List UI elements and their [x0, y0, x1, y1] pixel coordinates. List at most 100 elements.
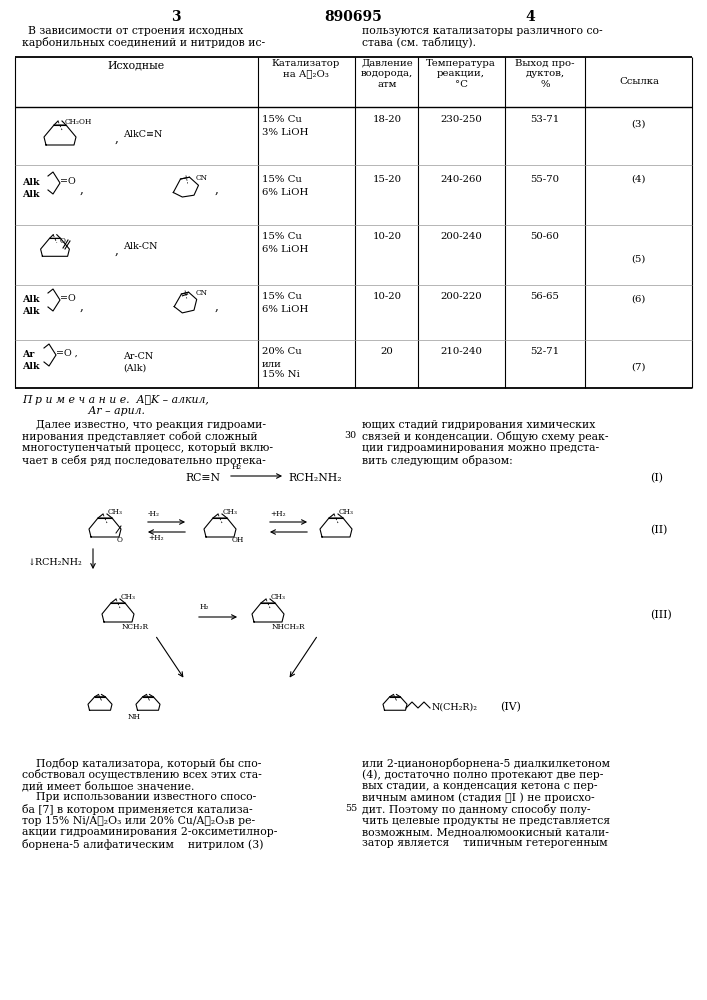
- Text: Alk: Alk: [22, 178, 40, 187]
- Text: 890695: 890695: [324, 10, 382, 24]
- Text: CH₃: CH₃: [339, 508, 354, 516]
- Text: =O ,: =O ,: [56, 349, 78, 358]
- Text: -H₂: -H₂: [148, 510, 160, 518]
- Text: Далее известно, что реакция гидроами-: Далее известно, что реакция гидроами-: [22, 420, 266, 430]
- Text: вых стадии, а конденсация кетона с пер-: вых стадии, а конденсация кетона с пер-: [362, 781, 597, 791]
- Text: (5): (5): [631, 255, 645, 264]
- Text: O: O: [117, 536, 123, 544]
- Text: NCH₂R: NCH₂R: [122, 623, 149, 631]
- Text: 52-71: 52-71: [530, 347, 559, 356]
- Text: 15% Cu: 15% Cu: [262, 175, 302, 184]
- Text: В зависимости от строения исходных: В зависимости от строения исходных: [28, 26, 243, 36]
- Text: (4): (4): [631, 175, 645, 184]
- Text: +H₂: +H₂: [148, 534, 163, 542]
- Text: Ссылка: Ссылка: [619, 77, 659, 86]
- Text: Alk: Alk: [22, 307, 40, 316]
- Text: 200-240: 200-240: [440, 232, 482, 241]
- Text: 15% Cu: 15% Cu: [262, 292, 302, 301]
- Text: акции гидроаминирования 2-оксиметилнор-: акции гидроаминирования 2-оксиметилнор-: [22, 827, 277, 837]
- Text: 10-20: 10-20: [373, 292, 402, 301]
- Text: ,: ,: [80, 183, 84, 196]
- Text: 240-260: 240-260: [440, 175, 482, 184]
- Text: 4: 4: [525, 10, 535, 24]
- Text: NH: NH: [128, 713, 141, 721]
- Text: CH₂OH: CH₂OH: [65, 118, 93, 126]
- Text: дий имеет большое значение.: дий имеет большое значение.: [22, 781, 194, 792]
- Text: или
15% Ni: или 15% Ni: [262, 360, 300, 379]
- Text: затор является    типичным гетерогенным: затор является типичным гетерогенным: [362, 838, 607, 848]
- Text: тор 15% Ni/Aℓ₂O₃ или 20% Cu/Aℓ₂O₃в ре-: тор 15% Ni/Aℓ₂O₃ или 20% Cu/Aℓ₂O₃в ре-: [22, 816, 255, 826]
- Text: OH: OH: [232, 536, 245, 544]
- Text: дит. Поэтому по данному способу полу-: дит. Поэтому по данному способу полу-: [362, 804, 590, 815]
- Text: CH₃: CH₃: [121, 593, 136, 601]
- Text: 20: 20: [380, 347, 393, 356]
- Text: N(CH₂R)₂: N(CH₂R)₂: [432, 703, 478, 712]
- Text: связей и конденсации. Общую схему реак-: связей и конденсации. Общую схему реак-: [362, 432, 609, 442]
- Text: 18-20: 18-20: [373, 115, 402, 124]
- Text: карбонильных соединений и нитридов ис-: карбонильных соединений и нитридов ис-: [22, 37, 265, 48]
- Text: CN: CN: [196, 174, 208, 182]
- Text: 15% Cu: 15% Cu: [262, 232, 302, 241]
- Text: (6): (6): [631, 295, 645, 304]
- Text: NHCH₂R: NHCH₂R: [272, 623, 305, 631]
- Text: Давление
водорода,
атм: Давление водорода, атм: [361, 59, 413, 89]
- Text: собствовал осуществлению всех этих ста-: собствовал осуществлению всех этих ста-: [22, 770, 262, 780]
- Text: 20% Cu: 20% Cu: [262, 347, 302, 356]
- Text: Выход про-
дуктов,
%: Выход про- дуктов, %: [515, 59, 575, 89]
- Text: возможным. Медноалюмоокисный катали-: возможным. Медноалюмоокисный катали-: [362, 827, 609, 837]
- Text: 230-250: 230-250: [440, 115, 482, 124]
- Text: ↓RCH₂NH₂: ↓RCH₂NH₂: [28, 558, 83, 567]
- Text: (I): (I): [650, 473, 663, 483]
- Text: П р и м е ч а н и е.  AℓK – алкил,: П р и м е ч а н и е. AℓK – алкил,: [22, 395, 209, 405]
- Text: CH₃: CH₃: [271, 593, 286, 601]
- Text: (Alk): (Alk): [123, 364, 146, 373]
- Text: ,: ,: [115, 244, 119, 257]
- Text: 6% LiOH: 6% LiOH: [262, 188, 308, 197]
- Text: Исходные: Исходные: [107, 60, 165, 70]
- Text: 6% LiOH: 6% LiOH: [262, 305, 308, 314]
- Text: 6% LiOH: 6% LiOH: [262, 245, 308, 254]
- Text: ющих стадий гидрирования химических: ющих стадий гидрирования химических: [362, 420, 595, 430]
- Text: AlkC≡N: AlkC≡N: [123, 130, 163, 139]
- Text: Ar – арил.: Ar – арил.: [22, 406, 145, 416]
- Text: =O: =O: [60, 294, 76, 303]
- Text: 55: 55: [345, 804, 357, 813]
- Text: Ar-CN: Ar-CN: [123, 352, 153, 361]
- Text: чить целевые продукты не представляется: чить целевые продукты не представляется: [362, 816, 610, 826]
- Text: RC≡N: RC≡N: [185, 473, 220, 483]
- Text: Alk-CN: Alk-CN: [123, 242, 158, 251]
- Text: вить следующим образом:: вить следующим образом:: [362, 454, 513, 466]
- Text: При использовании известного спосо-: При использовании известного спосо-: [22, 792, 256, 802]
- Text: 55-70: 55-70: [530, 175, 559, 184]
- Text: ,: ,: [215, 300, 219, 313]
- Text: ,: ,: [115, 132, 119, 145]
- Text: ба [7] в котором применяется катализа-: ба [7] в котором применяется катализа-: [22, 804, 252, 815]
- Text: (3): (3): [631, 120, 645, 129]
- Text: CN: CN: [196, 289, 208, 297]
- Text: =O: =O: [60, 177, 76, 186]
- Text: 15-20: 15-20: [373, 175, 402, 184]
- Text: +H₂: +H₂: [270, 510, 286, 518]
- Text: чает в себя ряд последовательно протека-: чает в себя ряд последовательно протека-: [22, 454, 266, 466]
- Text: ,: ,: [80, 300, 84, 313]
- Text: (III): (III): [650, 610, 672, 620]
- Text: многоступенчатый процесс, который вклю-: многоступенчатый процесс, который вклю-: [22, 443, 273, 453]
- Text: CH₃: CH₃: [223, 508, 238, 516]
- Text: Ar: Ar: [22, 350, 35, 359]
- Text: ,: ,: [215, 183, 219, 196]
- Text: Катализатор
на Aℓ₂O₃: Катализатор на Aℓ₂O₃: [271, 59, 340, 78]
- Text: CH₃: CH₃: [108, 508, 123, 516]
- Text: 210-240: 210-240: [440, 347, 482, 356]
- Text: (4), достаточно полно протекают две пер-: (4), достаточно полно протекают две пер-: [362, 770, 603, 780]
- Text: ции гидроаминирования можно предста-: ции гидроаминирования можно предста-: [362, 443, 599, 453]
- Text: (II): (II): [650, 525, 667, 535]
- Text: (IV): (IV): [500, 702, 521, 712]
- Text: пользуются катализаторы различного со-: пользуются катализаторы различного со-: [362, 26, 602, 36]
- Text: Alk: Alk: [22, 362, 40, 371]
- Text: или 2-цианонорборнена-5 диалкилкетоном: или 2-цианонорборнена-5 диалкилкетоном: [362, 758, 610, 769]
- Text: (7): (7): [631, 363, 645, 372]
- Text: 53-71: 53-71: [530, 115, 560, 124]
- Text: вичным амином (стадия ꞮI ) не происхо-: вичным амином (стадия ꞮI ) не происхо-: [362, 792, 595, 803]
- Text: 50-60: 50-60: [530, 232, 559, 241]
- Text: става (см. таблицу).: става (см. таблицу).: [362, 37, 476, 48]
